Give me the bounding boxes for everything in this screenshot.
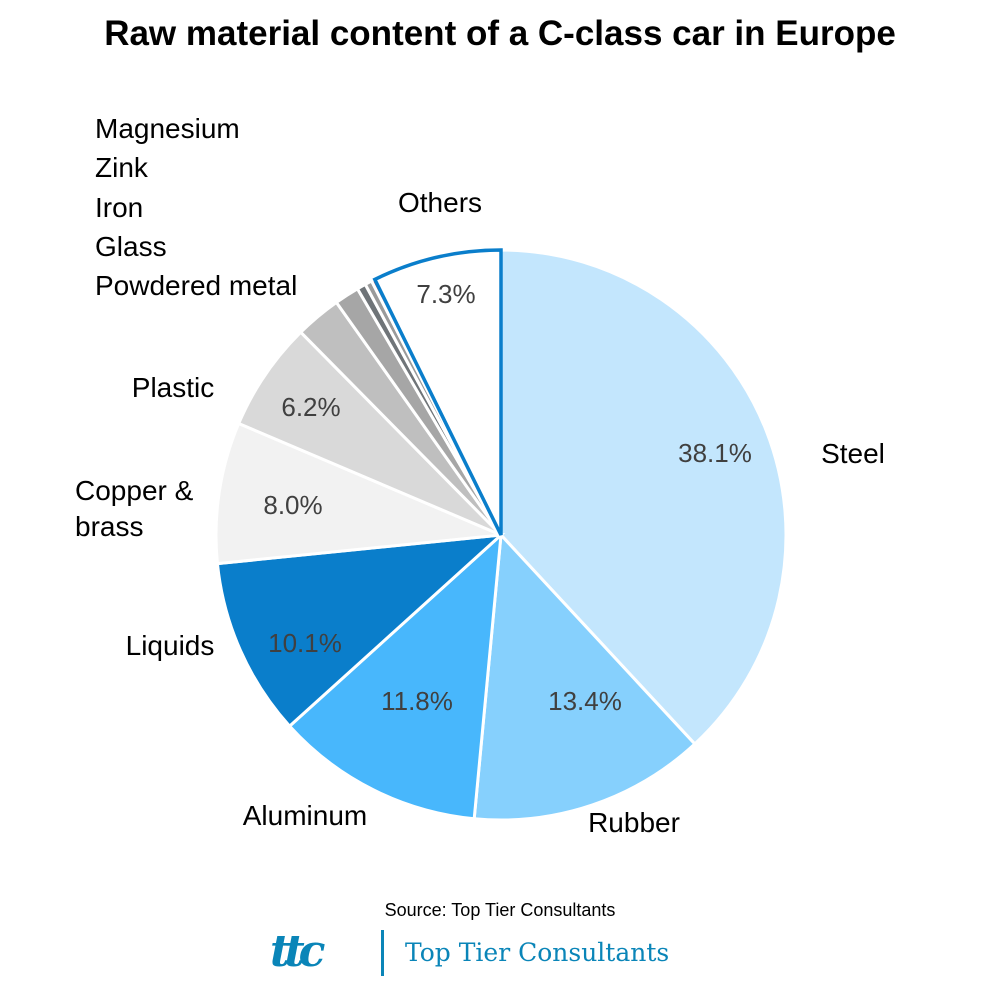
category-label-powdered-metal: Powdered metal bbox=[95, 270, 297, 301]
pie-chart: Steel 38.1% Rubber 13.4% Aluminum 11.8% Liquid… bbox=[75, 113, 885, 838]
slice-aluminum bbox=[287, 531, 503, 821]
slice-rubber bbox=[472, 531, 697, 822]
category-label-aluminum: Aluminum bbox=[243, 800, 367, 831]
value-label-copper-brass: 8.0% bbox=[263, 490, 322, 520]
category-label-zink: Zink bbox=[95, 152, 149, 183]
category-label-plastic: Plastic bbox=[132, 372, 214, 403]
company-logo: ttc Top Tier Consultants bbox=[270, 928, 710, 978]
value-label-aluminum: 11.8% bbox=[381, 686, 453, 716]
category-label-copper-brass: Copper & brass bbox=[75, 475, 194, 542]
slice-steel bbox=[499, 248, 788, 747]
category-label-glass: Glass bbox=[95, 231, 167, 262]
slice-others bbox=[372, 248, 503, 536]
value-label-plastic: 6.2% bbox=[281, 392, 340, 422]
logo-name: Top Tier Consultants bbox=[405, 938, 670, 967]
value-label-liquids: 10.1% bbox=[268, 628, 342, 658]
chart-title: Raw material content of a C-class car in… bbox=[104, 14, 896, 53]
value-label-steel: 38.1% bbox=[678, 438, 752, 468]
source-note: Source: Top Tier Consultants bbox=[384, 900, 616, 920]
value-label-others: 7.3% bbox=[416, 279, 475, 309]
logo-divider bbox=[381, 930, 384, 976]
slice-copper-brass bbox=[214, 421, 502, 566]
category-label-iron: Iron bbox=[95, 192, 143, 223]
slice-liquids bbox=[215, 533, 506, 729]
category-label-liquids: Liquids bbox=[126, 630, 215, 661]
category-label-steel: Steel bbox=[821, 438, 885, 469]
category-label-others: Others bbox=[398, 187, 482, 218]
logo-mark: ttc bbox=[270, 926, 326, 977]
category-label-magnesium: Magnesium bbox=[95, 113, 240, 144]
category-label-rubber: Rubber bbox=[588, 807, 680, 838]
value-label-rubber: 13.4% bbox=[548, 686, 622, 716]
